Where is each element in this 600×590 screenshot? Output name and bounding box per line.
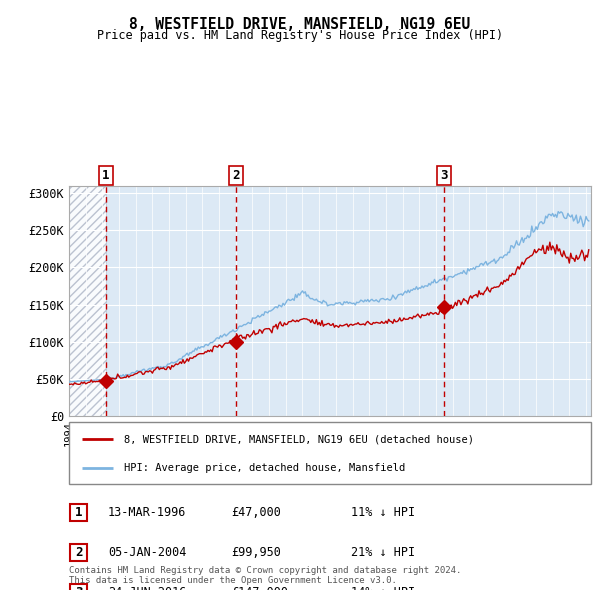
Text: 2: 2 — [232, 169, 240, 182]
Text: 3: 3 — [75, 586, 82, 590]
Text: 8, WESTFIELD DRIVE, MANSFIELD, NG19 6EU: 8, WESTFIELD DRIVE, MANSFIELD, NG19 6EU — [130, 17, 470, 31]
Text: £147,000: £147,000 — [231, 586, 288, 590]
Text: 1: 1 — [75, 506, 82, 519]
Text: £99,950: £99,950 — [231, 546, 281, 559]
Text: HPI: Average price, detached house, Mansfield: HPI: Average price, detached house, Mans… — [124, 463, 405, 473]
Text: Price paid vs. HM Land Registry's House Price Index (HPI): Price paid vs. HM Land Registry's House … — [97, 30, 503, 42]
Text: 11% ↓ HPI: 11% ↓ HPI — [351, 506, 415, 519]
Text: 2: 2 — [75, 546, 82, 559]
Text: Contains HM Land Registry data © Crown copyright and database right 2024.
This d: Contains HM Land Registry data © Crown c… — [69, 566, 461, 585]
Text: 05-JAN-2004: 05-JAN-2004 — [108, 546, 187, 559]
Text: 8, WESTFIELD DRIVE, MANSFIELD, NG19 6EU (detached house): 8, WESTFIELD DRIVE, MANSFIELD, NG19 6EU … — [124, 434, 474, 444]
Text: 24-JUN-2016: 24-JUN-2016 — [108, 586, 187, 590]
Text: 3: 3 — [440, 169, 448, 182]
Text: 13-MAR-1996: 13-MAR-1996 — [108, 506, 187, 519]
Text: 1: 1 — [102, 169, 109, 182]
Text: 14% ↓ HPI: 14% ↓ HPI — [351, 586, 415, 590]
Text: 21% ↓ HPI: 21% ↓ HPI — [351, 546, 415, 559]
Text: £47,000: £47,000 — [231, 506, 281, 519]
